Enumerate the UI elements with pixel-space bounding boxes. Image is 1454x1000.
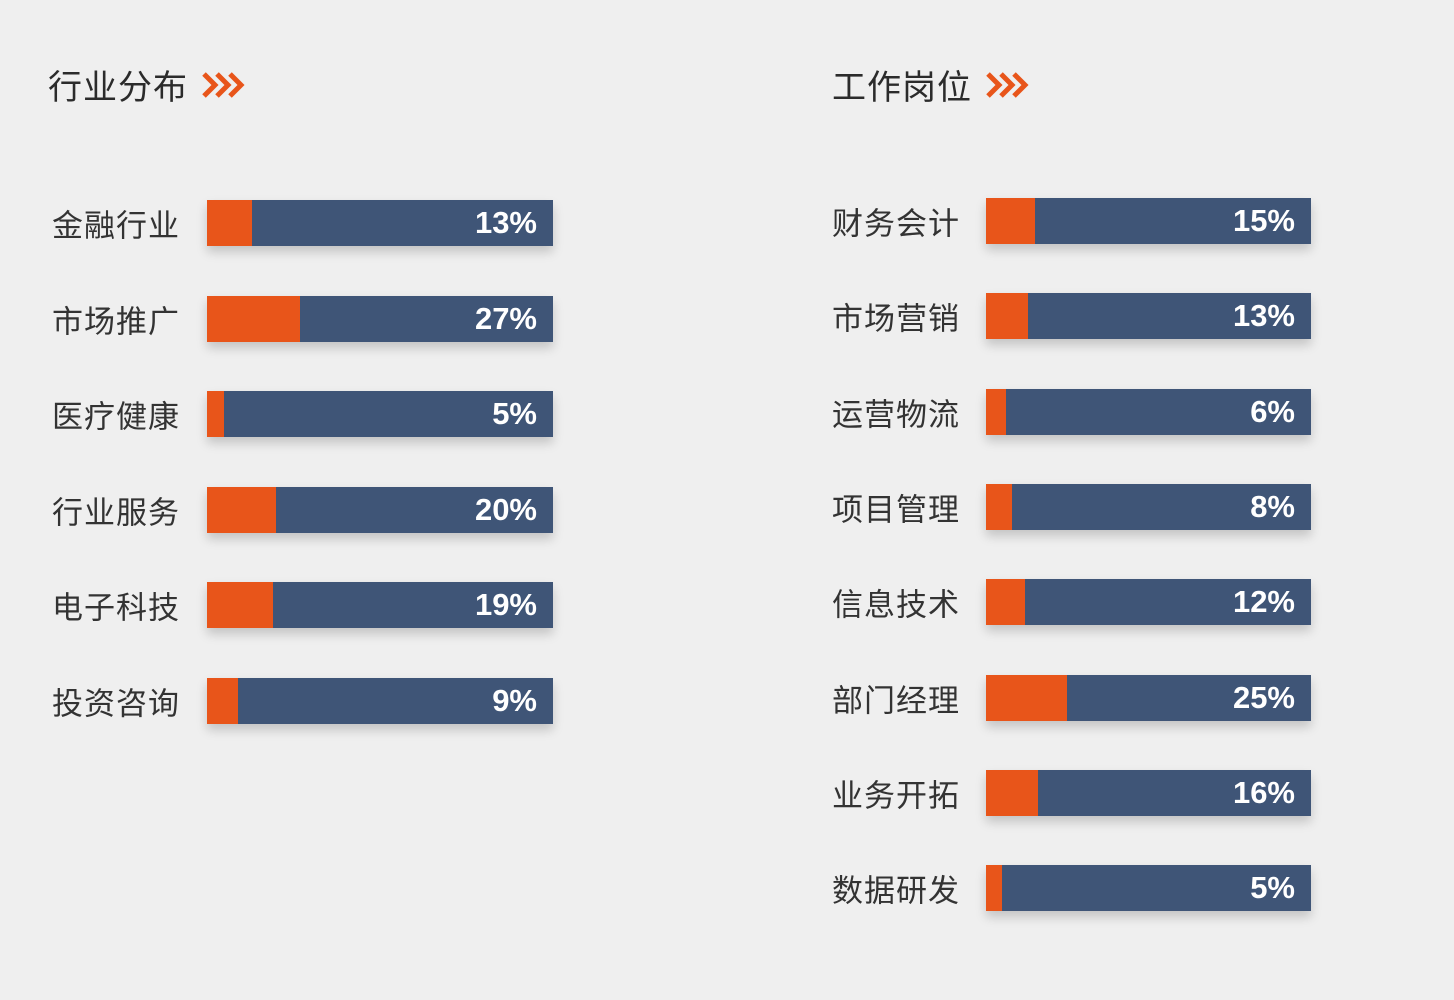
job-bar-track: 15% [986, 198, 1311, 244]
job-bar-track: 25% [986, 674, 1311, 721]
industry-bar-row: 电子科技 19% [0, 582, 700, 629]
job-bar-track: 13% [986, 293, 1311, 340]
industry-heading: 行业分布 [48, 60, 248, 109]
industry-bar-row: 金融行业 13% [0, 200, 700, 246]
industry-bar-row: 行业服务 20% [0, 486, 700, 533]
job-bar-track: 16% [986, 769, 1311, 816]
job-bar-value-label: 8% [1250, 488, 1295, 524]
job-bar-fill [986, 579, 1025, 626]
industry-title: 行业分布 [48, 68, 188, 108]
job-bar-track: 8% [986, 483, 1311, 530]
industry-bar-value-label: 9% [492, 683, 537, 718]
industry-bar-value-label: 5% [492, 396, 537, 432]
job-bar-value-label: 13% [1232, 298, 1295, 334]
double-chevron-right-icon [202, 71, 248, 99]
industry-bar-track: 27% [207, 295, 553, 342]
industry-bar-fill [207, 678, 239, 724]
job-bar-fill [986, 388, 1006, 435]
industry-category-label: 行业服务 [52, 495, 180, 532]
job-category-label: 业务开拓 [832, 778, 960, 815]
job-bar-row: 项目管理 8% [780, 483, 1454, 530]
job-bar-row: 市场营销 13% [780, 293, 1454, 340]
industry-bar-row: 医疗健康 5% [0, 391, 700, 438]
double-chevron-right-icon [986, 71, 1032, 99]
industry-bar-value-label: 20% [474, 491, 537, 527]
job-bar-row: 财务会计 15% [780, 198, 1454, 244]
job-category-label: 运营物流 [832, 397, 960, 434]
industry-category-label: 市场推广 [52, 304, 180, 341]
job-bar-value-label: 5% [1250, 870, 1295, 906]
industry-category-label: 投资咨询 [52, 686, 180, 723]
job-bar-value-label: 16% [1232, 774, 1295, 810]
industry-bar-fill [207, 486, 277, 533]
industry-bar-row: 投资咨询 9% [0, 678, 700, 724]
industry-category-label: 金融行业 [52, 208, 180, 245]
job-bar-value-label: 6% [1250, 393, 1295, 429]
job-bar-row: 数据研发 5% [780, 865, 1454, 912]
industry-bar-fill [207, 295, 301, 342]
industry-bar-fill [207, 391, 225, 438]
job-bar-fill [986, 674, 1068, 721]
industry-bar-fill [207, 200, 252, 246]
job-category-label: 项目管理 [832, 492, 960, 529]
job-category-label: 信息技术 [832, 587, 960, 624]
job-bar-row: 部门经理 25% [780, 674, 1454, 721]
job-title: 工作岗位 [832, 68, 972, 108]
job-heading: 工作岗位 [832, 60, 1032, 109]
job-category-label: 部门经理 [832, 683, 960, 719]
job-category-label: 数据研发 [832, 873, 960, 910]
industry-category-label: 电子科技 [52, 590, 180, 627]
job-bar-fill [986, 483, 1012, 530]
industry-bar-track: 13% [207, 200, 553, 246]
industry-category-label: 医疗健康 [52, 399, 180, 436]
job-bar-track: 12% [986, 579, 1311, 626]
job-bar-row: 运营物流 6% [780, 388, 1454, 435]
job-bar-row: 业务开拓 16% [780, 769, 1454, 816]
job-bar-fill [986, 198, 1035, 244]
industry-bar-row: 市场推广 27% [0, 295, 700, 342]
job-bar-value-label: 25% [1232, 679, 1295, 715]
industry-bar-value-label: 19% [474, 587, 537, 623]
job-bar-track: 5% [986, 865, 1311, 912]
job-category-label: 市场营销 [832, 301, 960, 338]
job-bar-fill [986, 769, 1038, 816]
industry-bar-track: 5% [207, 391, 553, 438]
job-bar-track: 6% [986, 388, 1311, 435]
industry-bar-fill [207, 582, 273, 629]
job-category-label: 财务会计 [832, 206, 960, 243]
job-bar-list: 财务会计 15% 市场营销 13% 运营物流 6% 项目管理 8% 信息技术 12% 部门经理 25%… [780, 0, 1454, 1000]
industry-bar-value-label: 13% [474, 205, 537, 240]
job-bar-value-label: 12% [1232, 584, 1295, 620]
industry-bar-track: 9% [207, 678, 553, 724]
job-bar-fill [986, 865, 1003, 912]
industry-bar-list: 金融行业 13% 市场推广 27% 医疗健康 5% 行业服务 20% 电子科技 19% 投资咨询 9% [0, 0, 700, 1000]
job-bar-value-label: 15% [1232, 203, 1295, 238]
industry-bar-track: 20% [207, 486, 553, 533]
industry-bar-track: 19% [207, 582, 553, 629]
industry-bar-value-label: 27% [474, 300, 537, 336]
job-bar-row: 信息技术 12% [780, 579, 1454, 626]
job-bar-fill [986, 293, 1029, 340]
